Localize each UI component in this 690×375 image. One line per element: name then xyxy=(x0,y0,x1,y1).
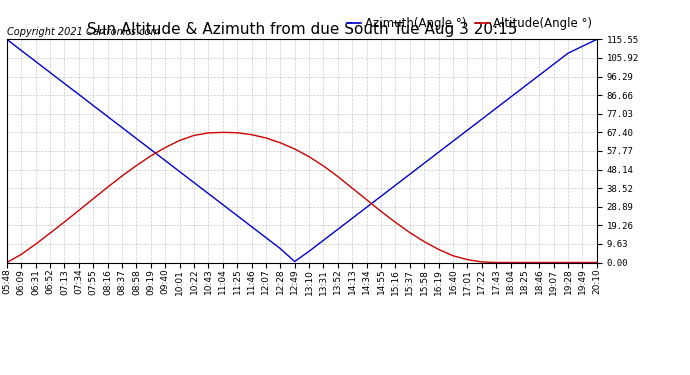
Legend: Azimuth(Angle °), Altitude(Angle °): Azimuth(Angle °), Altitude(Angle °) xyxy=(342,13,597,35)
Text: Copyright 2021 Cartronics.com: Copyright 2021 Cartronics.com xyxy=(7,27,160,37)
Title: Sun Altitude & Azimuth from due South Tue Aug 3 20:15: Sun Altitude & Azimuth from due South Tu… xyxy=(87,22,517,37)
